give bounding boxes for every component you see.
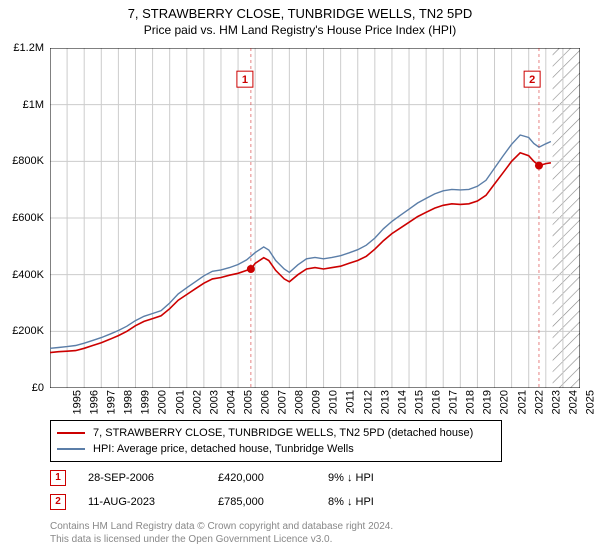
legend-label: HPI: Average price, detached house, Tunb… [93, 443, 354, 455]
marker-price: £785,000 [218, 496, 328, 508]
legend-label: 7, STRAWBERRY CLOSE, TUNBRIDGE WELLS, TN… [93, 427, 473, 439]
x-tick-label: 2016 [431, 390, 443, 414]
legend-swatch [57, 448, 85, 450]
x-tick-label: 2021 [516, 390, 528, 414]
y-tick-label: £200K [12, 325, 44, 337]
svg-text:1: 1 [242, 74, 248, 86]
x-tick-label: 2025 [584, 390, 596, 414]
marker-badge: 1 [50, 470, 66, 486]
marker-price: £420,000 [218, 472, 328, 484]
x-tick-label: 2008 [294, 390, 306, 414]
x-tick-label: 2023 [550, 390, 562, 414]
legend-swatch [57, 432, 85, 434]
marker-date: 11-AUG-2023 [88, 496, 218, 508]
marker-row: 2 11-AUG-2023 £785,000 8% ↓ HPI [50, 490, 448, 514]
y-tick-label: £0 [32, 382, 44, 394]
x-tick-label: 2012 [362, 390, 374, 414]
attribution-line: This data is licensed under the Open Gov… [50, 533, 393, 546]
legend: 7, STRAWBERRY CLOSE, TUNBRIDGE WELLS, TN… [50, 420, 502, 462]
x-tick-label: 1995 [71, 390, 83, 414]
x-tick-label: 2006 [260, 390, 272, 414]
y-tick-label: £1.2M [13, 42, 44, 54]
legend-item: HPI: Average price, detached house, Tunb… [57, 441, 495, 457]
x-tick-label: 2009 [311, 390, 323, 414]
legend-item: 7, STRAWBERRY CLOSE, TUNBRIDGE WELLS, TN… [57, 425, 495, 441]
x-tick-label: 2022 [533, 390, 545, 414]
x-tick-label: 2003 [208, 390, 220, 414]
x-tick-label: 2004 [225, 390, 237, 414]
chart-area: 12 £0£200K£400K£600K£800K£1M£1.2M1995199… [50, 48, 580, 388]
line-chart: 12 [50, 48, 580, 388]
x-tick-label: 2024 [567, 390, 579, 414]
attribution-line: Contains HM Land Registry data © Crown c… [50, 520, 393, 533]
chart-subtitle: Price paid vs. HM Land Registry's House … [0, 21, 600, 37]
x-tick-label: 2017 [448, 390, 460, 414]
x-tick-label: 2020 [499, 390, 511, 414]
x-tick-label: 1999 [140, 390, 152, 414]
x-tick-label: 2018 [465, 390, 477, 414]
x-tick-label: 2015 [413, 390, 425, 414]
marker-pct: 8% ↓ HPI [328, 496, 448, 508]
x-tick-label: 1998 [123, 390, 135, 414]
x-tick-label: 1996 [89, 390, 101, 414]
x-tick-label: 2010 [328, 390, 340, 414]
x-tick-label: 1997 [106, 390, 118, 414]
y-tick-label: £1M [23, 99, 44, 111]
marker-pct: 9% ↓ HPI [328, 472, 448, 484]
marker-badge: 2 [50, 494, 66, 510]
marker-date: 28-SEP-2006 [88, 472, 218, 484]
marker-table: 1 28-SEP-2006 £420,000 9% ↓ HPI 2 11-AUG… [50, 466, 448, 514]
attribution: Contains HM Land Registry data © Crown c… [50, 520, 393, 546]
x-tick-label: 2005 [242, 390, 254, 414]
x-tick-label: 2007 [277, 390, 289, 414]
chart-title: 7, STRAWBERRY CLOSE, TUNBRIDGE WELLS, TN… [0, 0, 600, 21]
x-tick-label: 2002 [191, 390, 203, 414]
y-tick-label: £600K [12, 212, 44, 224]
y-tick-label: £800K [12, 155, 44, 167]
y-tick-label: £400K [12, 269, 44, 281]
x-tick-label: 2014 [396, 390, 408, 414]
svg-text:2: 2 [529, 74, 535, 86]
marker-row: 1 28-SEP-2006 £420,000 9% ↓ HPI [50, 466, 448, 490]
x-tick-label: 2019 [482, 390, 494, 414]
x-tick-label: 2001 [174, 390, 186, 414]
x-tick-label: 2013 [379, 390, 391, 414]
x-tick-label: 2011 [344, 390, 356, 414]
x-tick-label: 2000 [157, 390, 169, 414]
